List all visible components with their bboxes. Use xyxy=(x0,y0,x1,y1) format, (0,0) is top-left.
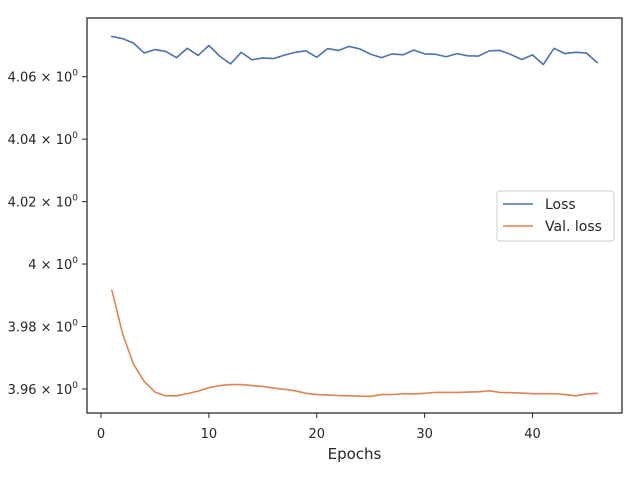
x-tick-label: 40 xyxy=(524,427,541,442)
y-tick-label: 3.98 × 100 xyxy=(8,319,79,336)
legend: Loss Val. loss xyxy=(496,190,615,242)
series-line-val-loss xyxy=(111,289,598,398)
x-tick-label: 0 xyxy=(97,427,105,442)
plot-area xyxy=(111,35,598,398)
legend-loss-label: Loss xyxy=(545,197,576,213)
y-tick-label: 3.96 × 100 xyxy=(8,381,79,398)
x-tick-label: 10 xyxy=(201,427,218,442)
x-axis-label: Epochs xyxy=(328,445,382,463)
plot-frame xyxy=(86,17,623,414)
x-tick-label: 20 xyxy=(308,427,325,442)
y-tick-label: 4.06 × 100 xyxy=(8,69,79,86)
legend-val-loss-label: Val. loss xyxy=(545,219,602,235)
x-axis-ticks: 0 10 20 30 40 xyxy=(97,413,541,442)
y-tick-label: 4.04 × 100 xyxy=(8,131,79,148)
x-tick-label: 30 xyxy=(416,427,433,442)
y-axis-ticks: 3.96 × 100 3.98 × 100 4 × 100 4.02 × 100 4.0… xyxy=(8,69,87,398)
series-line-loss xyxy=(111,35,598,66)
y-tick-label: 4.02 × 100 xyxy=(8,194,79,211)
y-tick-label: 4 × 100 xyxy=(28,256,78,273)
